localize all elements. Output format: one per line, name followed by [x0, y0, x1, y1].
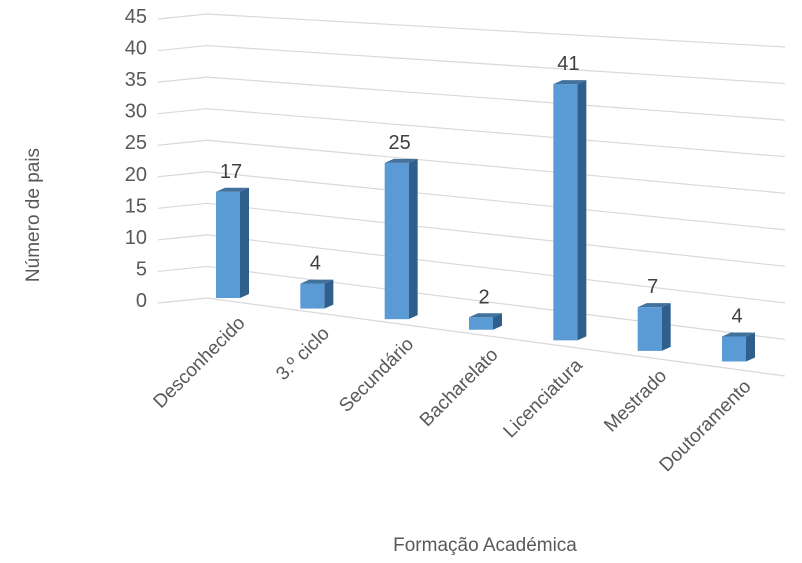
- data-label: 17: [220, 161, 242, 183]
- bar-side: [746, 332, 755, 362]
- bar: [469, 313, 502, 330]
- y-tick-label: 45: [125, 6, 147, 28]
- y-tick-label: 25: [125, 132, 147, 154]
- bar-top: [469, 313, 502, 318]
- data-labels: 17 4 25 2 41 7 4: [220, 53, 743, 327]
- gridline: [206, 139, 786, 194]
- gridline: [206, 13, 786, 48]
- y-tick-label: 10: [125, 227, 147, 249]
- y-tick-label: 40: [125, 38, 147, 60]
- bar-side: [240, 187, 249, 298]
- y-tick-label: 20: [125, 164, 147, 186]
- gridline: [206, 234, 786, 304]
- gridline-left: [157, 202, 208, 209]
- gridline-left: [157, 265, 208, 273]
- bar: [216, 187, 249, 298]
- bar-front: [469, 317, 493, 330]
- y-tick-label: 30: [125, 101, 147, 123]
- bar-front: [637, 307, 662, 351]
- gridline: [206, 297, 786, 377]
- x-tick-label: Mestrado: [600, 366, 671, 437]
- gridline-left: [157, 171, 208, 178]
- data-label: 41: [557, 53, 579, 75]
- gridlines: [157, 13, 786, 377]
- y-tick-label: 15: [125, 195, 147, 217]
- gridline: [206, 44, 786, 85]
- x-tick-label: Desconhecido: [150, 313, 250, 413]
- gridline-left: [157, 44, 208, 52]
- x-tick-label: 3.º ciclo: [272, 323, 334, 385]
- gridline-left: [157, 13, 208, 20]
- x-tick-label: Doutoramento: [656, 376, 756, 476]
- bar: [637, 303, 671, 351]
- bar-side: [493, 313, 502, 330]
- gridline-left: [157, 234, 208, 241]
- gridline-left: [157, 297, 208, 304]
- data-label: 7: [647, 276, 658, 298]
- x-tick-label: Licenciatura: [500, 355, 588, 443]
- bar-front: [553, 84, 578, 341]
- x-tick-label: Secundário: [335, 334, 418, 417]
- gridline: [206, 108, 786, 158]
- x-tick-label: Bacharelato: [416, 344, 503, 431]
- gridline-left: [157, 76, 208, 83]
- bar-top: [637, 303, 671, 308]
- y-tick-label: 5: [136, 258, 147, 280]
- bar-top: [553, 80, 587, 85]
- gridline-left: [157, 139, 208, 146]
- bar-top: [722, 332, 755, 337]
- data-label: 2: [478, 286, 489, 308]
- gridline: [206, 202, 786, 267]
- bar-side: [577, 80, 587, 341]
- y-tick-label: 0: [136, 290, 147, 312]
- bar-front: [722, 336, 746, 362]
- bar: [722, 332, 755, 362]
- gridline: [206, 171, 786, 231]
- bar-top: [300, 279, 334, 284]
- bar-side: [661, 303, 671, 351]
- bar: [384, 158, 418, 320]
- bar: [300, 279, 334, 309]
- data-label: 4: [731, 306, 742, 328]
- bar-front: [300, 283, 325, 309]
- y-axis-title: Número de pais: [23, 148, 44, 282]
- bar-front: [384, 162, 409, 320]
- bar-side: [324, 279, 334, 309]
- gridline: [206, 76, 786, 121]
- bar-top: [384, 158, 418, 163]
- bar-front: [216, 191, 240, 298]
- gridline: [206, 265, 786, 341]
- bar-top: [216, 187, 249, 192]
- x-axis-title: Formação Académica: [393, 535, 577, 556]
- data-label: 25: [389, 132, 411, 154]
- y-tick-label: 35: [125, 69, 147, 91]
- data-label: 4: [310, 253, 321, 275]
- bars: [216, 80, 755, 362]
- bar: [553, 80, 587, 341]
- gridline-left: [157, 108, 208, 115]
- bar-side: [408, 158, 418, 320]
- y-axis-ticks: 0 5 10 15 20 25 30 35 40 45: [125, 6, 147, 312]
